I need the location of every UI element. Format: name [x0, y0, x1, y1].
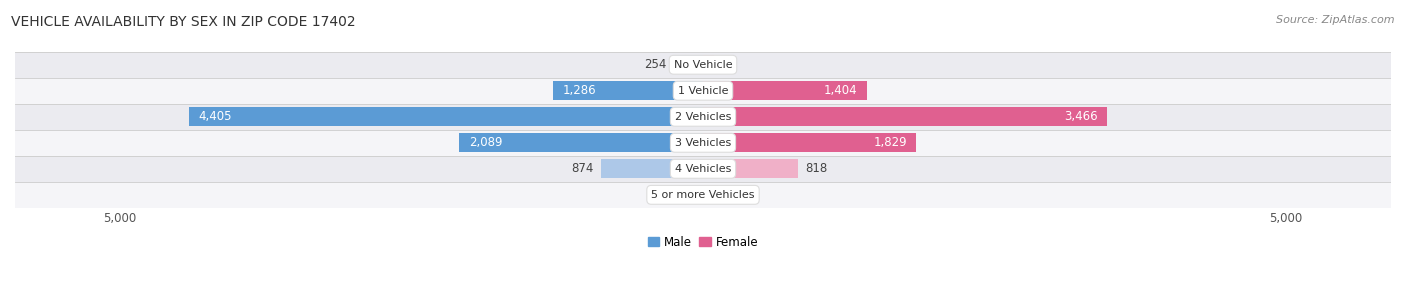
Text: 1,829: 1,829: [873, 136, 907, 149]
Bar: [0, 130, 1406, 156]
Text: 1 Vehicle: 1 Vehicle: [678, 86, 728, 96]
Text: 202: 202: [650, 188, 672, 201]
Bar: [703, 133, 917, 152]
Text: 818: 818: [806, 162, 828, 175]
Bar: [703, 55, 714, 74]
Text: 2,089: 2,089: [468, 136, 502, 149]
Text: 129: 129: [725, 188, 748, 201]
Text: 1,404: 1,404: [824, 84, 858, 97]
Bar: [0, 104, 1406, 130]
Text: 254: 254: [644, 58, 666, 71]
Bar: [602, 159, 703, 178]
Bar: [553, 81, 703, 100]
Text: 1,286: 1,286: [562, 84, 596, 97]
Text: 4,405: 4,405: [198, 110, 232, 123]
Text: 5 or more Vehicles: 5 or more Vehicles: [651, 190, 755, 200]
Text: VEHICLE AVAILABILITY BY SEX IN ZIP CODE 17402: VEHICLE AVAILABILITY BY SEX IN ZIP CODE …: [11, 15, 356, 29]
Bar: [673, 55, 703, 74]
Bar: [0, 182, 1406, 208]
Bar: [679, 185, 703, 204]
Bar: [703, 81, 866, 100]
Text: Source: ZipAtlas.com: Source: ZipAtlas.com: [1277, 15, 1395, 25]
Bar: [0, 78, 1406, 104]
Bar: [0, 156, 1406, 182]
Text: 874: 874: [572, 162, 595, 175]
Bar: [703, 185, 718, 204]
Legend: Male, Female: Male, Female: [648, 236, 758, 249]
Text: 4 Vehicles: 4 Vehicles: [675, 164, 731, 174]
Bar: [460, 133, 703, 152]
Text: 96: 96: [721, 58, 737, 71]
Bar: [190, 107, 703, 126]
Bar: [0, 52, 1406, 78]
Text: 3 Vehicles: 3 Vehicles: [675, 138, 731, 148]
Bar: [703, 159, 799, 178]
Bar: [703, 107, 1107, 126]
Text: No Vehicle: No Vehicle: [673, 60, 733, 70]
Text: 3,466: 3,466: [1064, 110, 1098, 123]
Text: 2 Vehicles: 2 Vehicles: [675, 112, 731, 122]
